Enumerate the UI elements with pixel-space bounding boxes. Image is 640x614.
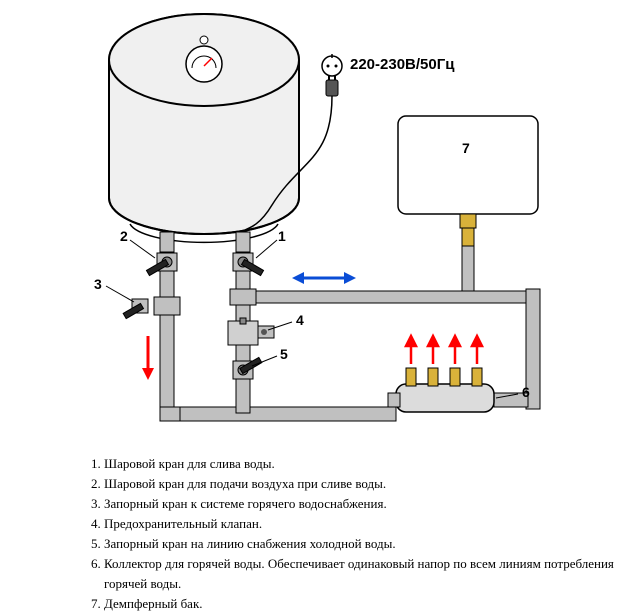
power-plug — [326, 80, 338, 96]
manifold-arrows — [406, 336, 482, 364]
legend-item: Шаровой кран для подачи воздуха при слив… — [104, 474, 622, 494]
water-heater-diagram — [0, 0, 640, 450]
cold-supply-pipe — [256, 291, 538, 303]
legend-item: Запорный кран к системе горячего водосна… — [104, 494, 622, 514]
legend-item: Коллектор для горячей воды. Обеспечивает… — [104, 554, 622, 594]
legend-item: Демпферный бак. — [104, 594, 622, 614]
callout-6: 6 — [522, 384, 530, 400]
shutoff-valve-5 — [233, 357, 262, 379]
legend-item: Шаровой кран для слива воды. — [104, 454, 622, 474]
callout-7: 7 — [462, 140, 470, 156]
legend-item: Предохранительный клапан. — [104, 514, 622, 534]
thermometer-gauge — [186, 46, 222, 82]
callout-1: 1 — [278, 228, 286, 244]
callout-3: 3 — [94, 276, 102, 292]
callout-4: 4 — [296, 312, 304, 328]
hot-flow-arrow — [142, 336, 154, 380]
legend-item: Запорный кран на линию снабжения холодно… — [104, 534, 622, 554]
callout-2: 2 — [120, 228, 128, 244]
ball-valve-1 — [123, 299, 148, 319]
power-spec-label: 220-230В/50Гц — [350, 56, 454, 73]
legend: Шаровой кран для слива воды. Шаровой кра… — [82, 454, 622, 614]
hot-water-manifold — [396, 336, 494, 412]
callout-5: 5 — [280, 346, 288, 362]
cold-flow-arrow — [292, 272, 356, 284]
safety-valve — [228, 318, 274, 345]
